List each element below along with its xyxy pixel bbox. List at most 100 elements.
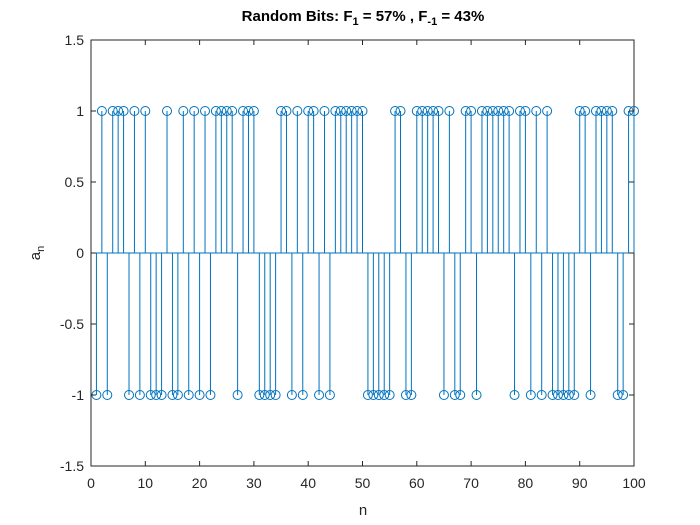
stem-series	[91, 106, 639, 400]
y-tick-label: 0	[76, 245, 84, 261]
stem-marker	[542, 106, 553, 116]
stem-marker	[390, 106, 401, 116]
stem-marker	[248, 106, 259, 116]
stem-marker	[455, 390, 466, 400]
stem-marker	[232, 390, 243, 400]
stem-marker	[243, 106, 254, 116]
stem-marker	[254, 390, 265, 400]
x-tick-label: 20	[192, 475, 208, 491]
stem-marker	[270, 390, 281, 400]
stem-marker	[428, 106, 439, 116]
y-tick-label: -1	[72, 387, 85, 403]
stem-marker	[580, 106, 591, 116]
stem-marker	[547, 390, 558, 400]
stem-marker	[352, 106, 363, 116]
y-tick-label: 1.5	[65, 32, 85, 48]
stem-marker	[129, 106, 140, 116]
x-tick-label: 40	[300, 475, 316, 491]
stem-marker	[96, 106, 107, 116]
stem-marker	[357, 106, 368, 116]
stem-marker	[569, 390, 580, 400]
stem-marker	[379, 390, 390, 400]
stem-marker	[205, 390, 216, 400]
stem-marker	[145, 390, 156, 400]
stem-marker	[373, 390, 384, 400]
stem-marker	[134, 390, 145, 400]
stem-marker	[400, 390, 411, 400]
stem-marker	[362, 390, 373, 400]
stem-marker	[107, 106, 118, 116]
stem-marker	[172, 390, 183, 400]
stem-marker	[476, 106, 487, 116]
stem-marker	[422, 106, 433, 116]
stem-marker	[590, 106, 601, 116]
stem-marker	[281, 106, 292, 116]
stem-marker	[438, 390, 449, 400]
stem-marker	[216, 106, 227, 116]
stem-marker	[466, 106, 477, 116]
stem-marker	[601, 106, 612, 116]
stem-marker	[167, 390, 178, 400]
stem-marker	[406, 390, 417, 400]
stem-marker	[292, 106, 303, 116]
x-tick-label: 70	[463, 475, 479, 491]
stem-marker	[520, 106, 531, 116]
stem-marker	[498, 106, 509, 116]
x-axis: 0 10 20 30 40 50 60 70 80 90 100	[87, 40, 646, 491]
stem-marker	[346, 106, 357, 116]
stem-marker	[341, 106, 352, 116]
stem-marker	[596, 106, 607, 116]
stem-marker	[189, 106, 200, 116]
stem-marker	[444, 106, 455, 116]
y-axis-label: an	[27, 246, 47, 260]
stem-marker	[612, 390, 623, 400]
stem-marker	[384, 390, 395, 400]
x-tick-label: 80	[518, 475, 534, 491]
stem-marker	[504, 106, 515, 116]
stem-marker	[574, 106, 585, 116]
x-tick-label: 60	[409, 475, 425, 491]
stem-marker	[265, 390, 276, 400]
stem-marker	[183, 390, 194, 400]
stem-marker	[238, 106, 249, 116]
stem-marker	[433, 106, 444, 116]
stem-marker	[140, 106, 151, 116]
stem-marker	[487, 106, 498, 116]
stem-marker	[536, 390, 547, 400]
stem-marker	[471, 390, 482, 400]
stem-marker	[227, 106, 238, 116]
stem-marker	[460, 106, 471, 116]
stem-marker	[200, 106, 211, 116]
stem-marker	[525, 390, 536, 400]
stem-marker	[335, 106, 346, 116]
stem-marker	[102, 390, 113, 400]
stem-marker	[221, 106, 232, 116]
stem-marker	[585, 390, 596, 400]
stem-marker	[395, 106, 406, 116]
stem-marker	[156, 390, 167, 400]
stem-marker	[482, 106, 493, 116]
x-tick-label: 50	[355, 475, 371, 491]
x-tick-label: 100	[622, 475, 646, 491]
stem-marker	[493, 106, 504, 116]
stem-marker	[531, 106, 542, 116]
y-tick-label: -1.5	[60, 458, 84, 474]
stem-marker	[324, 390, 335, 400]
stem-marker	[308, 106, 319, 116]
stem-marker	[607, 106, 618, 116]
stem-marker	[162, 106, 173, 116]
x-tick-label: 90	[572, 475, 588, 491]
stem-marker	[118, 106, 129, 116]
y-tick-label: 1	[76, 103, 84, 119]
stem-marker	[319, 106, 330, 116]
stem-marker	[113, 106, 124, 116]
stem-marker	[330, 106, 341, 116]
stem-marker	[124, 390, 135, 400]
stem-marker	[194, 390, 205, 400]
stem-marker	[552, 390, 563, 400]
stem-marker	[514, 106, 525, 116]
stem-marker	[618, 390, 629, 400]
stem-marker	[417, 106, 428, 116]
stem-marker	[286, 390, 297, 400]
